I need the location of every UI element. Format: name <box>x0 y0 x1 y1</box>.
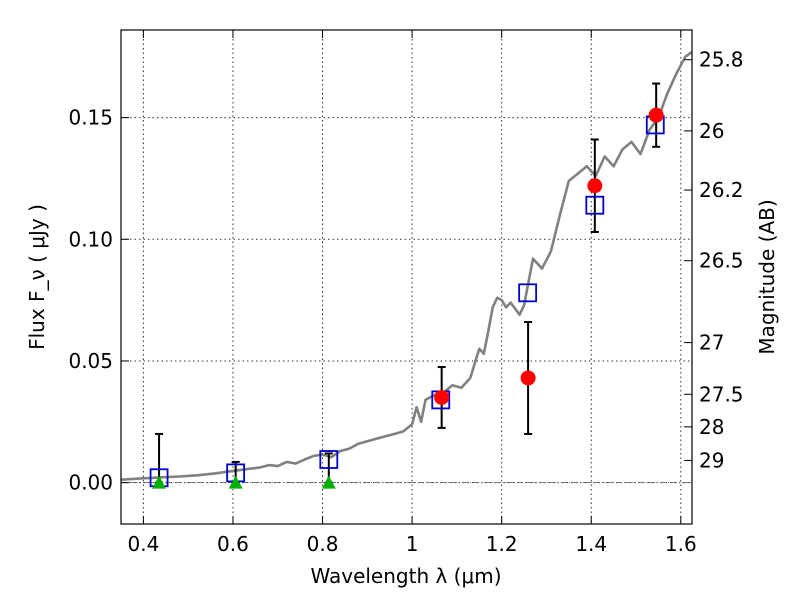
detection-point <box>648 107 664 123</box>
x-tick-label: 0.8 <box>307 532 339 556</box>
upper-limit-series <box>152 475 336 489</box>
mag-tick-label: 28 <box>699 415 724 439</box>
detection-series <box>434 107 664 405</box>
x-tick-label: 0.4 <box>127 532 159 556</box>
mag-tick-label: 29 <box>699 448 724 472</box>
y-axis-label: Flux F_ν ( μJy ) <box>25 204 49 350</box>
spectrum-series <box>120 50 693 481</box>
x-tick-label: 1 <box>406 532 419 556</box>
upper-limit-point <box>228 475 243 489</box>
plot-frame <box>120 29 693 525</box>
model-point <box>518 283 538 303</box>
x-axis-label: Wavelength λ (μm) <box>310 564 501 588</box>
x-tick-label: 1.6 <box>665 532 697 556</box>
x-tick-label: 0.6 <box>217 532 249 556</box>
y-tick-label: 0.00 <box>68 471 113 495</box>
spectrum-line <box>120 50 693 481</box>
y2-axis-label: Magnitude (AB) <box>755 199 779 354</box>
detection-point <box>434 389 450 405</box>
mag-tick-label: 27 <box>699 331 724 355</box>
detection-point <box>520 370 536 386</box>
model-series <box>149 115 665 488</box>
upper-limit-point <box>321 475 336 489</box>
upper-limit-point <box>152 475 167 489</box>
model-point <box>585 195 605 215</box>
y-tick-label: 0.05 <box>68 349 113 373</box>
detection-point <box>587 178 603 194</box>
mag-tick-label: 26 <box>699 119 724 143</box>
axis-ticks <box>121 30 692 524</box>
grid-lines <box>121 30 692 524</box>
y-tick-label: 0.10 <box>68 227 113 251</box>
mag-tick-label: 27.5 <box>699 382 744 406</box>
mag-tick-label: 25.8 <box>699 48 744 72</box>
model-point <box>319 450 339 469</box>
y-tick-label: 0.15 <box>68 106 113 130</box>
error-bars <box>155 82 661 484</box>
tick-labels: 0.4 0.6 0.8 1 1.2 1.4 1.6 0.00 0.05 0.10 0.15 25.8 2… <box>68 48 743 556</box>
mag-tick-label: 26.2 <box>699 178 744 202</box>
x-tick-label: 1.4 <box>575 532 607 556</box>
x-tick-label: 1.2 <box>486 532 518 556</box>
mag-tick-label: 26.5 <box>699 249 744 273</box>
